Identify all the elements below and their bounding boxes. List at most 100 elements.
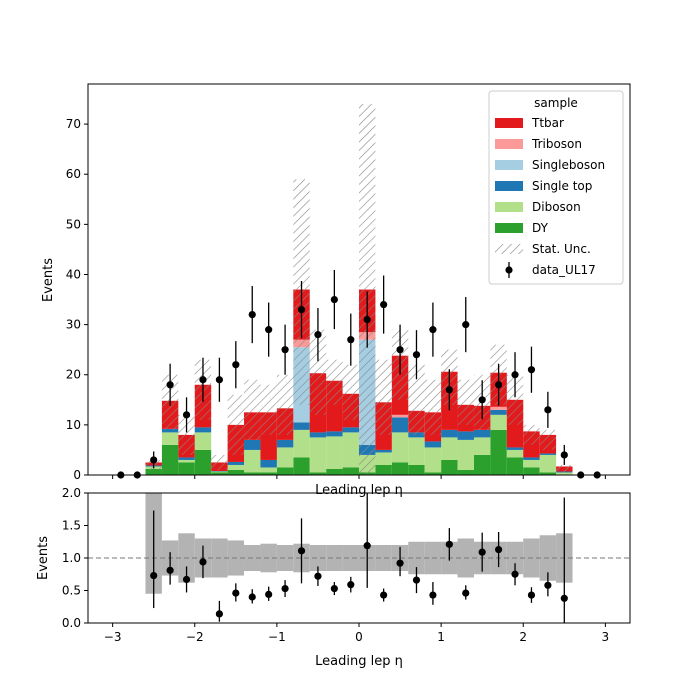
stat-unc-band	[260, 384, 277, 435]
data-point	[150, 456, 158, 464]
legend-swatch-single-top	[495, 181, 523, 191]
hist-bar-diboson	[490, 414, 507, 430]
hist-bar-single-top	[293, 422, 310, 430]
legend-label-ttbar: Ttbar	[531, 116, 564, 130]
data-point	[182, 411, 191, 419]
ratio-point	[182, 575, 191, 584]
data-point	[297, 305, 306, 314]
hist-bar-dy	[211, 472, 228, 475]
hist-bar-diboson	[473, 437, 491, 455]
stat-unc-band	[408, 364, 425, 435]
hist-bar-diboson	[539, 454, 557, 473]
stat-unc-band	[211, 454, 228, 470]
hist-bar-dy	[145, 468, 162, 475]
x-tick-label: −1	[268, 630, 286, 644]
ratio-point	[560, 594, 568, 602]
stat-unc-band	[227, 394, 245, 455]
hist-bar-diboson	[457, 439, 474, 470]
ratio-point	[527, 591, 536, 599]
hist-bar-dy	[276, 467, 294, 475]
legend-label-triboson: Triboson	[531, 137, 582, 151]
hist-bar-diboson	[244, 449, 261, 473]
hist-bar-dy	[473, 454, 491, 475]
hist-bar-dy	[293, 457, 310, 475]
hist-bar-single-top	[227, 461, 245, 465]
ratio-point	[232, 589, 240, 597]
stat-unc-band	[178, 414, 195, 455]
data-point	[281, 346, 289, 354]
data-point	[560, 451, 568, 459]
y-tick-label: 40	[66, 267, 81, 281]
main-ylabel: Events	[41, 258, 56, 302]
stat-unc-band	[539, 429, 557, 450]
hist-bar-single-top	[391, 417, 409, 433]
stat-unc-band	[326, 359, 343, 405]
ratio-point	[462, 589, 470, 597]
ratio-point	[281, 584, 289, 593]
hist-bar-dy	[375, 464, 392, 475]
data-point	[314, 331, 322, 339]
ratio-point	[380, 591, 388, 599]
legend-swatch-stat-unc	[495, 244, 523, 254]
hist-bar-dy	[342, 467, 359, 475]
hist-bar-dy	[161, 444, 179, 475]
legend-label-stat-unc: Stat. Unc.	[532, 242, 591, 256]
ratio-point	[511, 570, 519, 578]
x-tick-label: −2	[186, 630, 204, 644]
hist-bar-single-top	[506, 447, 524, 450]
x-tick-label: 2	[519, 630, 527, 644]
stat-unc-band	[424, 379, 442, 435]
y-tick-label: 0.5	[62, 584, 81, 598]
hist-bar-dy	[178, 462, 195, 475]
y-tick-label: 0	[73, 468, 81, 482]
hist-bar-single-top	[244, 439, 261, 450]
data-point	[544, 406, 552, 414]
legend-label-data-ul17: data_UL17	[532, 263, 596, 277]
hist-bar-single-top	[473, 429, 491, 438]
y-tick-label: 2.0	[62, 486, 81, 500]
hist-bar-single-top	[490, 409, 507, 415]
hist-bar-dy	[424, 472, 442, 475]
legend-swatch-singleboson	[495, 160, 523, 170]
hist-bar-dy	[457, 469, 474, 475]
data-point	[347, 336, 355, 344]
hist-bar-diboson	[194, 432, 212, 450]
main-panel: 0 10 20 30 40 50 60 70 Leading lep η Events sam…	[41, 83, 631, 498]
hist-bar-diboson	[342, 432, 359, 468]
y-tick-label: 1.0	[62, 551, 81, 565]
legend-label-single-top: Single top	[532, 179, 592, 193]
ratio-point	[265, 590, 273, 599]
hist-bar-dy	[391, 462, 409, 475]
hist-bar-dy	[326, 468, 343, 475]
x-tick-label: 1	[437, 630, 445, 644]
hist-bar-dy	[227, 469, 245, 475]
hist-bar-single-top	[260, 459, 277, 468]
main-xlabel: Leading lep η	[315, 483, 403, 498]
ratio-xlabel: Leading lep η	[315, 654, 403, 669]
hist-bar-single-top	[178, 457, 195, 460]
stat-unc-band	[309, 329, 327, 415]
hist-bar-single-top	[211, 470, 228, 472]
y-tick-label: 1.5	[62, 519, 81, 533]
ratio-point	[347, 581, 355, 589]
hist-bar-dy	[194, 449, 212, 475]
hist-bar-diboson	[260, 467, 277, 473]
data-point	[330, 295, 338, 304]
ratio-point	[297, 547, 306, 555]
data-point	[412, 351, 421, 359]
y-tick-label: 0.0	[62, 616, 81, 630]
ratio-unc-band	[309, 545, 327, 571]
ratio-point	[166, 566, 174, 574]
ratio-point	[215, 610, 223, 618]
hist-bar-diboson	[293, 429, 310, 458]
hist-bar-diboson	[276, 447, 294, 468]
hist-bar-dy	[260, 472, 277, 475]
hist-bar-diboson	[441, 437, 458, 460]
stat-unc-band	[244, 379, 261, 440]
data-point	[495, 381, 503, 389]
ratio-point	[363, 542, 371, 550]
stat-unc-band	[359, 104, 376, 475]
hist-bar-single-top	[309, 432, 327, 438]
y-tick-label: 10	[66, 418, 81, 432]
